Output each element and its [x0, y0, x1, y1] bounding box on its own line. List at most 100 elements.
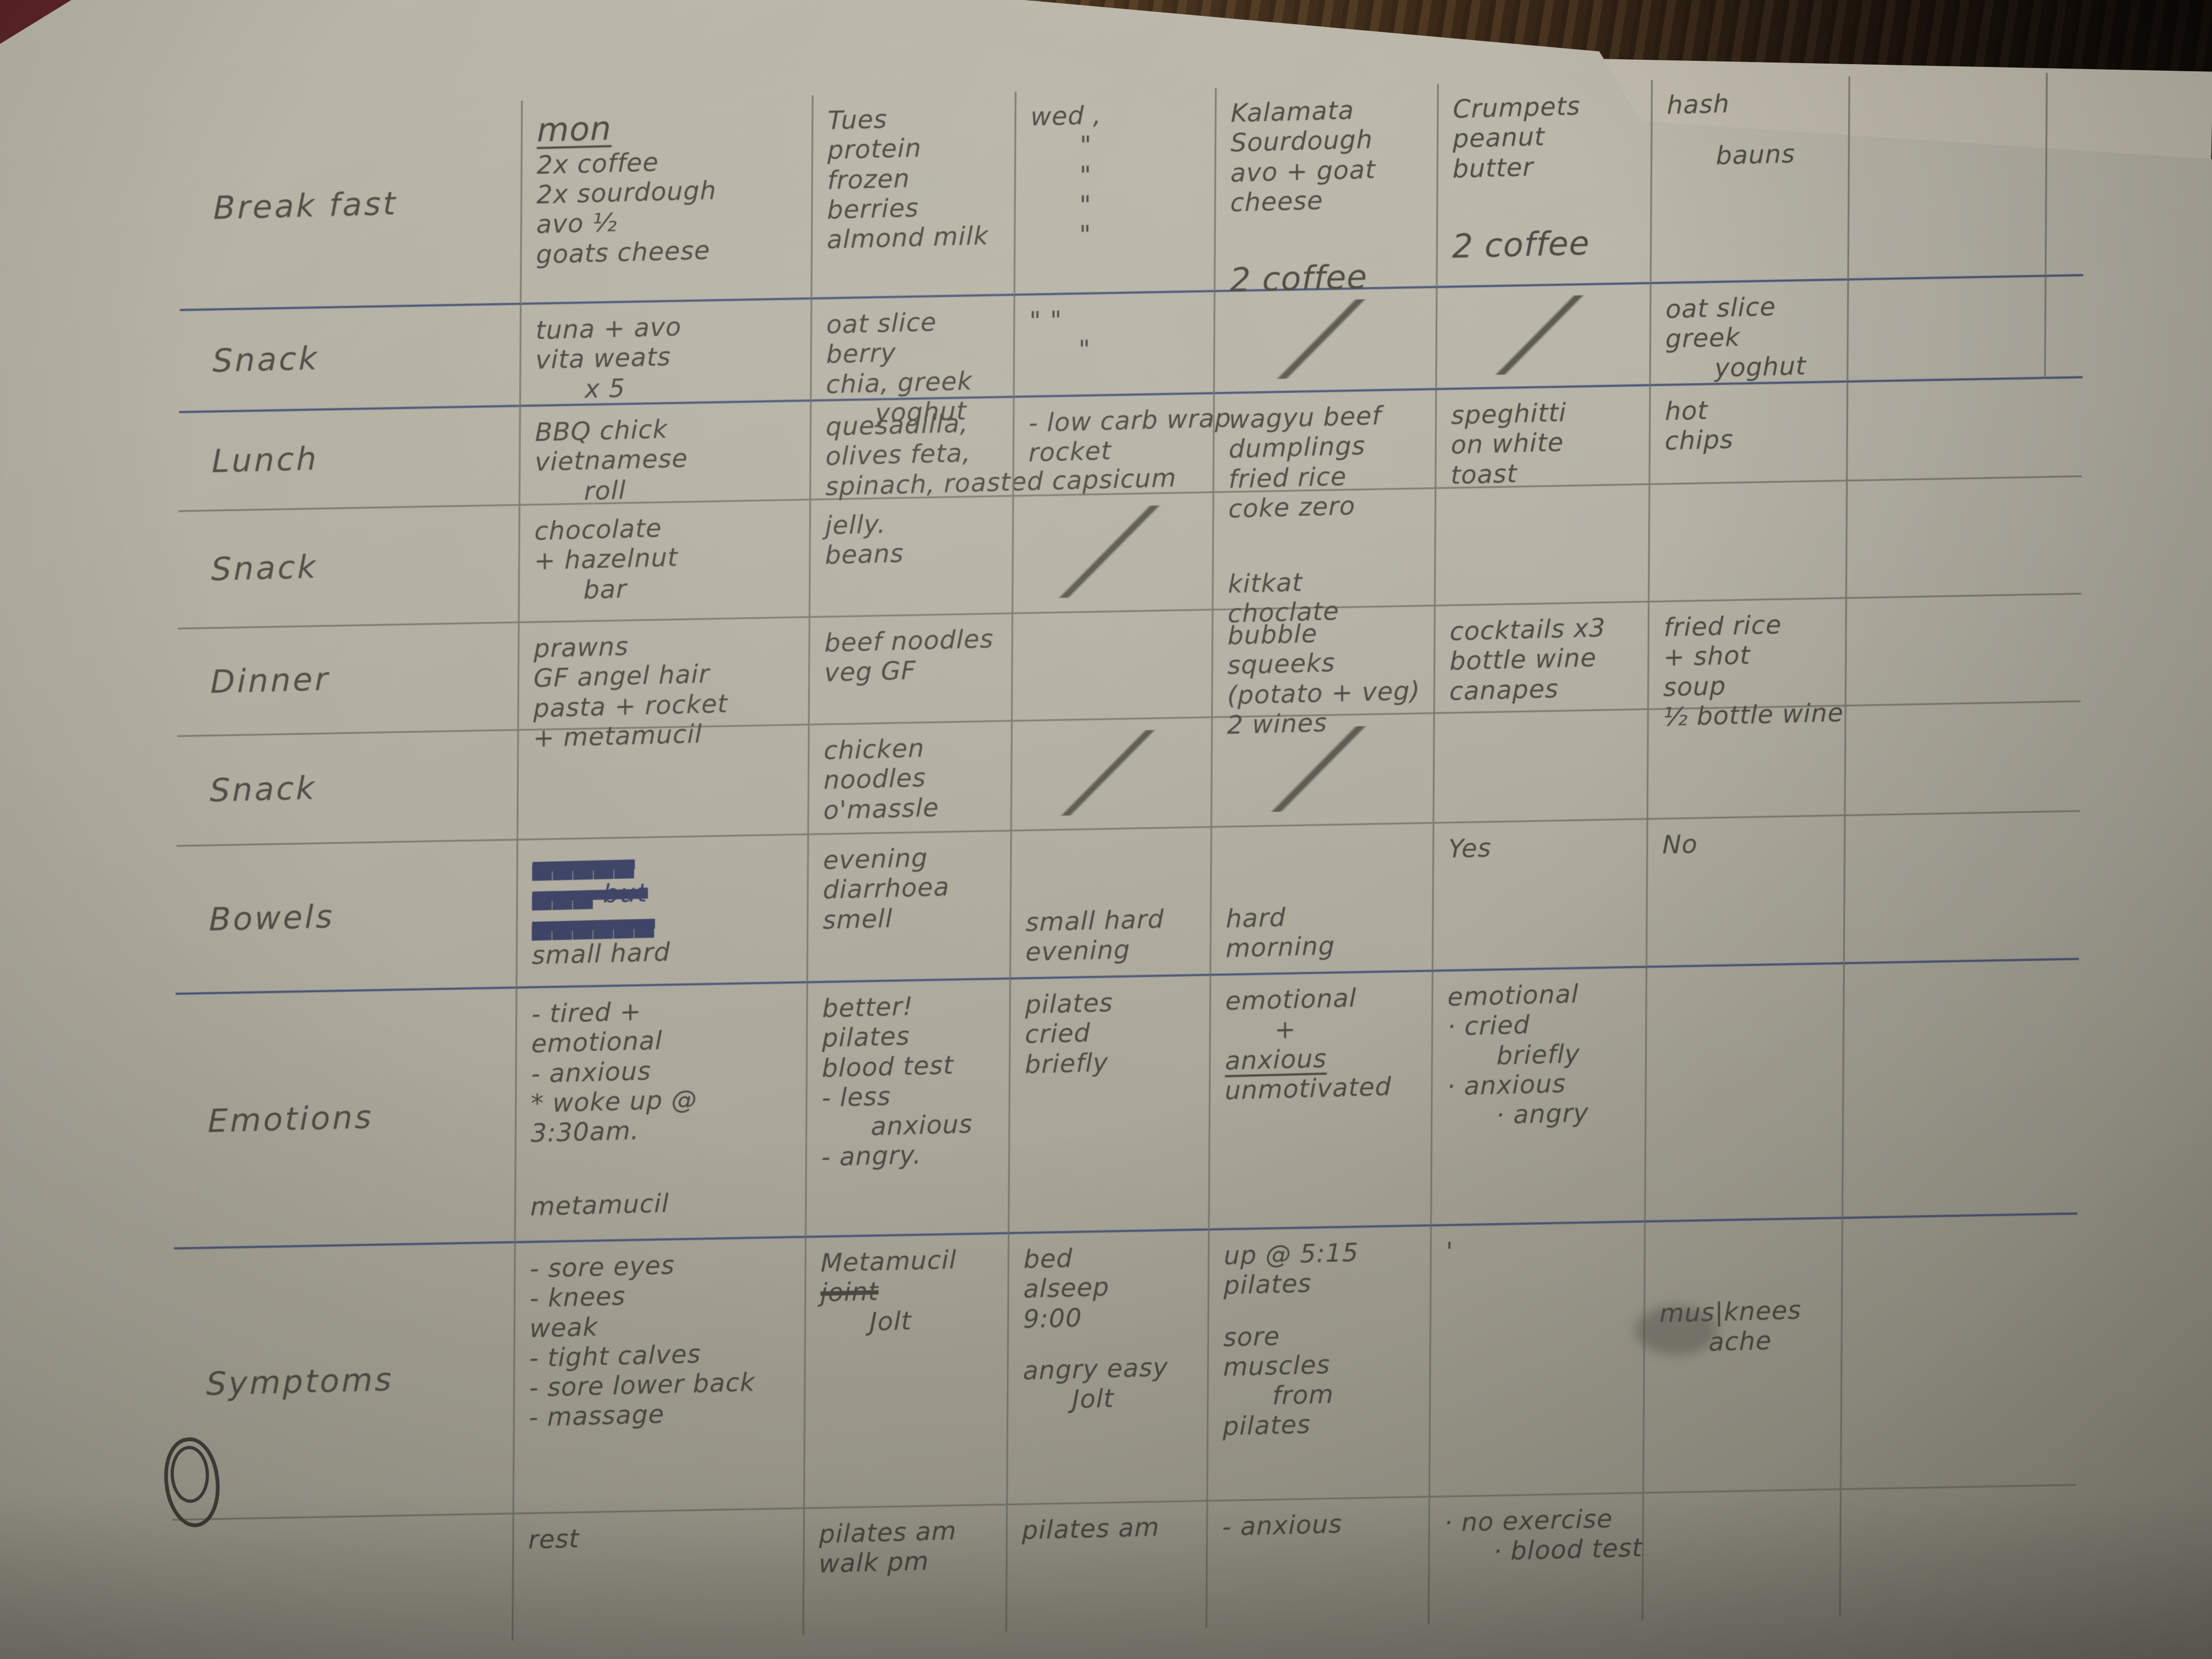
handwritten-line: cocktails x3	[1449, 612, 1606, 647]
cell-lunch-wed: - low carb wrap rocket	[1012, 394, 1232, 497]
handwritten-line: small hard	[532, 936, 670, 970]
row-label-bowels: Bowels	[176, 840, 517, 995]
handwritten-line: small hard	[1025, 904, 1165, 938]
skipped-slash-mark	[1028, 729, 1188, 817]
cell-breakfast-thu: Kalamata Sourdough avo + goat cheese 2 coffe…	[1214, 84, 1437, 300]
line-extension	[2044, 276, 2084, 379]
row-label-symptoms: Symptoms	[172, 1243, 515, 1521]
handwritten-line: bubble	[1227, 618, 1318, 651]
row-label-snack-am: Snack	[179, 304, 520, 414]
handwritten-line: Sourdough	[1231, 124, 1373, 158]
handwritten-line: pilates	[1025, 988, 1113, 1020]
handwritten-line: evening	[823, 843, 928, 875]
handwritten-line: walk pm	[819, 1546, 929, 1579]
cell-symptoms-sun	[1839, 1215, 2039, 1491]
cell-dinner-thu: bubble squeeks (potato + veg) 2 wines	[1211, 606, 1434, 740]
handwritten-line: alseep	[1023, 1272, 1110, 1304]
handwritten-line: '	[1446, 1236, 1454, 1267]
handwritten-line: fried rice	[1228, 461, 1347, 494]
handwritten-line: bauns	[1716, 139, 1796, 171]
handwritten-line: jelly.	[825, 509, 886, 540]
handwritten-line: pilates	[1222, 1409, 1311, 1442]
cell-notes-tue: pilates am walk pm	[802, 1505, 1007, 1635]
handwritten-line: berry	[826, 337, 896, 369]
cell-breakfast-tue: Tues protein frozen berries almond milk	[810, 92, 1015, 300]
handwritten-line: - massage	[529, 1399, 665, 1432]
handwritten-line: morning	[1226, 930, 1335, 963]
handwritten-line: - low carb wrap	[1029, 403, 1232, 438]
row-label-dinner: Dinner	[177, 623, 518, 737]
handwritten-line: almond milk	[827, 221, 989, 255]
cell-notes-sat	[1641, 1490, 1840, 1620]
handwritten-line: chicken	[823, 733, 925, 765]
line-extension	[2041, 702, 2081, 813]
handwritten-line: wed ,	[1030, 100, 1102, 132]
pencil-smudge	[1635, 1306, 1717, 1355]
handwritten-line: bottle wine	[1449, 642, 1597, 676]
cell-snack-eve-thu	[1210, 714, 1434, 828]
cell-bowels-mon: ▄▄▄▄▄ ▄▄▄ but ▄▄▄▄▄▄ small hard	[516, 835, 808, 989]
handwritten-line: metamucil	[530, 1188, 669, 1222]
cell-snack-am-sat: oat slice greek yoghut	[1649, 280, 1848, 387]
handwritten-line: Metamucil	[820, 1244, 957, 1278]
cell-snack-am-wed: " " "	[1013, 292, 1214, 398]
cell-snack-am-thu	[1213, 288, 1436, 394]
handwritten-line: + shot	[1663, 640, 1751, 673]
handwritten-line: emotional	[1447, 979, 1579, 1012]
handwritten-line: Jolt	[1072, 1383, 1114, 1414]
cell-snack-am-sun	[1847, 276, 2045, 383]
line-extension	[2043, 378, 2083, 478]
handwritten-line: butter	[1452, 151, 1534, 184]
handwritten-line: hot	[1664, 395, 1708, 426]
handwritten-line: · anxious	[1447, 1068, 1566, 1102]
cell-snack-pm-wed	[1011, 493, 1213, 614]
cell-snack-pm-mon: chocolate + hazelnut bar	[518, 500, 810, 623]
cell-dinner-wed	[1011, 610, 1212, 722]
cell-snack-eve-mon	[516, 725, 808, 841]
handwritten-line: "	[1079, 219, 1092, 250]
cell-lunch-mon: BBQ chick vietnamese roll	[518, 402, 810, 506]
handwritten-line: anxious	[1224, 1043, 1327, 1076]
cell-emotions-wed: pilates cried briefly	[1008, 975, 1210, 1234]
cell-breakfast-sun	[1847, 72, 2046, 281]
cell-lunch-tue: quesadilla, olives feta, spinach, roasted …	[809, 398, 1176, 501]
handwritten-line: 2 coffee	[1452, 224, 1590, 266]
handwritten-line: avo + goat	[1230, 154, 1376, 188]
handwritten-line: +	[1274, 1014, 1296, 1045]
handwritten-line: " "	[1029, 305, 1063, 336]
skipped-slash-mark	[1029, 505, 1189, 599]
row-label-snack-pm: Snack	[178, 505, 519, 630]
handwritten-line: pilates am	[819, 1515, 957, 1549]
handwritten-line: peanut	[1452, 121, 1545, 154]
handwritten-line: · no exercise	[1444, 1503, 1613, 1538]
cell-notes-fri: · no exercise · blood test	[1427, 1493, 1643, 1624]
handwritten-line: fried rice	[1663, 610, 1782, 642]
handwritten-line: from	[1272, 1379, 1334, 1410]
cell-emotions-sat	[1644, 964, 1843, 1223]
handwritten-line: protein	[827, 133, 922, 165]
line-extension	[2042, 594, 2081, 703]
handwritten-line: better!	[822, 991, 913, 1024]
handwritten-line: cheese	[1230, 185, 1323, 218]
cell-symptoms-mon: - sore eyes - knees weak - tight calves - so…	[512, 1238, 805, 1515]
handwritten-line: oat slice	[826, 307, 937, 340]
handwritten-line: roll	[584, 475, 627, 506]
line-extension	[2042, 477, 2082, 595]
handwritten-line: frozen	[827, 163, 910, 195]
cell-emotions-sun	[1841, 961, 2041, 1219]
handwritten-line: "	[1078, 334, 1091, 365]
row-label-text: Snack	[210, 769, 317, 810]
cell-snack-am-fri	[1435, 284, 1650, 391]
line-extension	[2036, 1486, 2075, 1612]
row-label-text: Break fast	[213, 184, 398, 227]
cell-snack-eve-sat	[1646, 706, 1845, 820]
cell-snack-eve-fri	[1432, 710, 1647, 824]
cell-emotions-fri: emotional · cried briefly · anxious · angry	[1430, 968, 1646, 1227]
handwritten-line: "	[1079, 190, 1092, 220]
handwritten-line: chips	[1664, 424, 1734, 456]
handwritten-line: Crumpets	[1453, 91, 1581, 124]
cell-snack-am-mon: tuna + avo vita weats x 5	[519, 300, 811, 407]
handwritten-line: Kalamata	[1231, 95, 1355, 128]
cell-snack-pm-sun	[1845, 477, 2044, 599]
